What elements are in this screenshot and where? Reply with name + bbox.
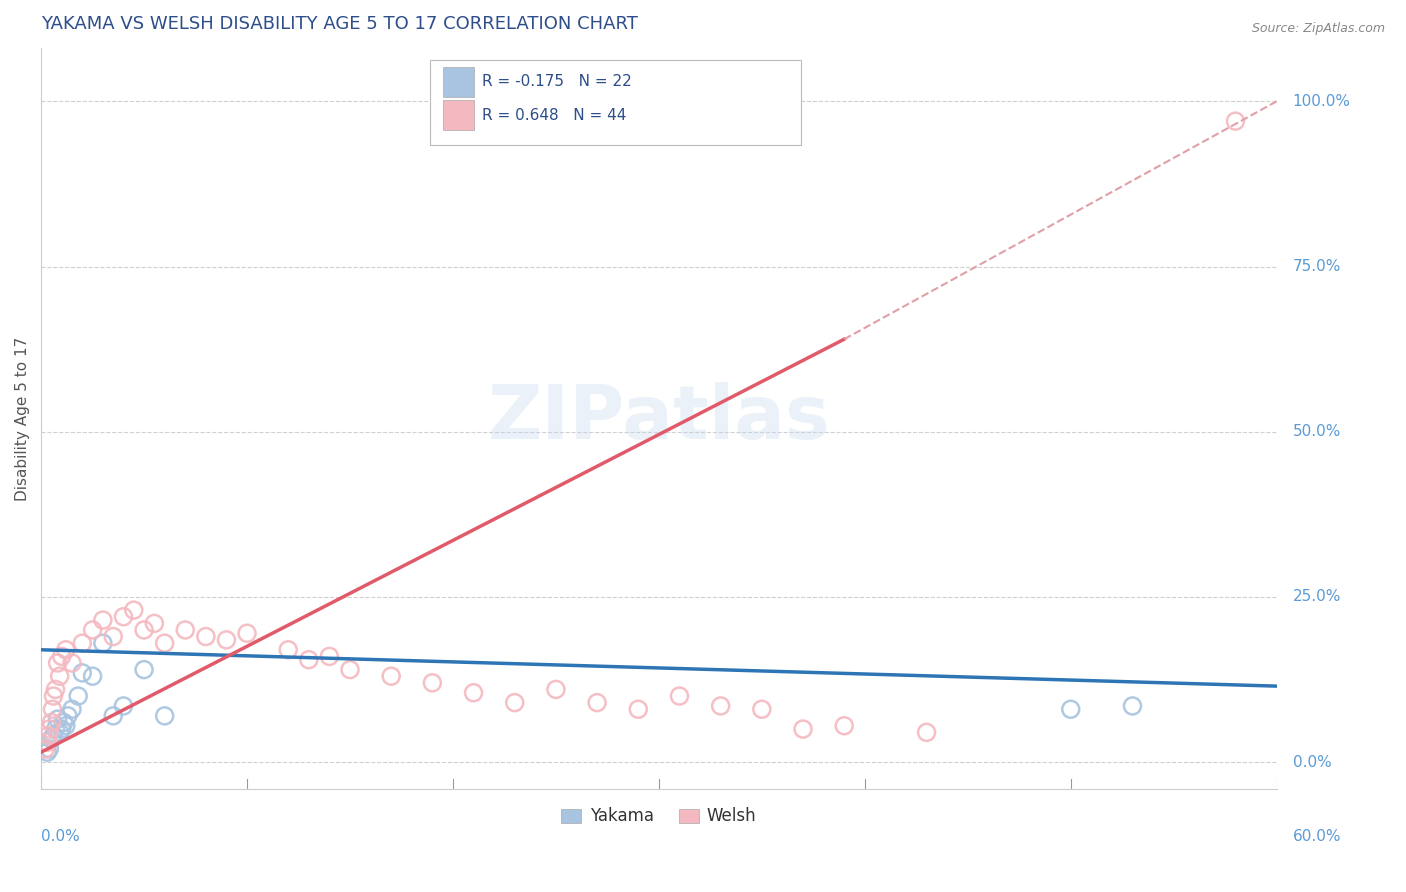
Point — [463, 686, 485, 700]
Text: ZIPatlas: ZIPatlas — [488, 382, 830, 455]
Point — [42, 729, 65, 743]
Point — [42, 689, 65, 703]
Text: 0.0%: 0.0% — [41, 830, 80, 844]
Point — [710, 698, 733, 713]
Point — [37, 745, 59, 759]
Point — [380, 669, 402, 683]
Point — [60, 656, 83, 670]
Point — [48, 725, 70, 739]
Point — [44, 722, 66, 736]
Point — [215, 632, 238, 647]
Point — [122, 603, 145, 617]
Point — [1060, 702, 1083, 716]
Point — [103, 630, 125, 644]
Text: YAKAMA VS WELSH DISABILITY AGE 5 TO 17 CORRELATION CHART: YAKAMA VS WELSH DISABILITY AGE 5 TO 17 C… — [41, 15, 638, 33]
Point — [422, 675, 444, 690]
Point — [55, 719, 77, 733]
Point — [1121, 698, 1143, 713]
Point — [72, 665, 94, 680]
Point — [67, 689, 90, 703]
Text: R = -0.175   N = 22: R = -0.175 N = 22 — [482, 74, 631, 89]
Point — [37, 735, 59, 749]
Text: Source: ZipAtlas.com: Source: ZipAtlas.com — [1251, 22, 1385, 36]
Point — [91, 636, 114, 650]
FancyBboxPatch shape — [430, 60, 801, 145]
Point — [112, 698, 135, 713]
Point — [627, 702, 650, 716]
Point — [318, 649, 340, 664]
Point — [194, 630, 217, 644]
Point — [44, 682, 66, 697]
Point — [37, 729, 59, 743]
Bar — [443, 67, 474, 96]
Point — [1225, 114, 1247, 128]
Point — [41, 731, 63, 746]
Text: R = 0.648   N = 44: R = 0.648 N = 44 — [482, 108, 627, 122]
Point — [132, 663, 155, 677]
Point — [56, 709, 79, 723]
Legend: Yakama, Welsh: Yakama, Welsh — [554, 801, 763, 832]
Text: 50.0%: 50.0% — [1292, 425, 1341, 439]
Point — [48, 669, 70, 683]
Point — [82, 623, 104, 637]
Point — [46, 656, 69, 670]
Point — [51, 722, 73, 736]
Text: 100.0%: 100.0% — [1292, 94, 1351, 109]
Text: 25.0%: 25.0% — [1292, 590, 1341, 605]
Point — [339, 663, 361, 677]
Point — [915, 725, 938, 739]
Point — [832, 719, 855, 733]
Point — [298, 653, 321, 667]
Point — [46, 712, 69, 726]
Point — [41, 715, 63, 730]
Point — [586, 696, 609, 710]
Point — [751, 702, 773, 716]
Point — [153, 636, 176, 650]
Point — [544, 682, 567, 697]
Point — [82, 669, 104, 683]
Point — [668, 689, 690, 703]
Point — [277, 642, 299, 657]
Point — [38, 722, 60, 736]
Point — [174, 623, 197, 637]
Point — [34, 742, 56, 756]
Text: 60.0%: 60.0% — [1292, 830, 1341, 844]
Point — [51, 649, 73, 664]
Point — [91, 613, 114, 627]
Text: 0.0%: 0.0% — [1292, 755, 1331, 770]
Point — [55, 642, 77, 657]
Point — [112, 609, 135, 624]
Point — [236, 626, 259, 640]
Point — [153, 709, 176, 723]
Point — [41, 702, 63, 716]
Point — [38, 742, 60, 756]
Point — [132, 623, 155, 637]
Point — [792, 722, 814, 736]
Point — [503, 696, 526, 710]
Point — [103, 709, 125, 723]
Point — [72, 636, 94, 650]
Point — [52, 715, 75, 730]
Text: 75.0%: 75.0% — [1292, 259, 1341, 274]
Point — [60, 702, 83, 716]
Point — [143, 616, 166, 631]
Y-axis label: Disability Age 5 to 17: Disability Age 5 to 17 — [15, 336, 30, 500]
Bar — [443, 100, 474, 130]
